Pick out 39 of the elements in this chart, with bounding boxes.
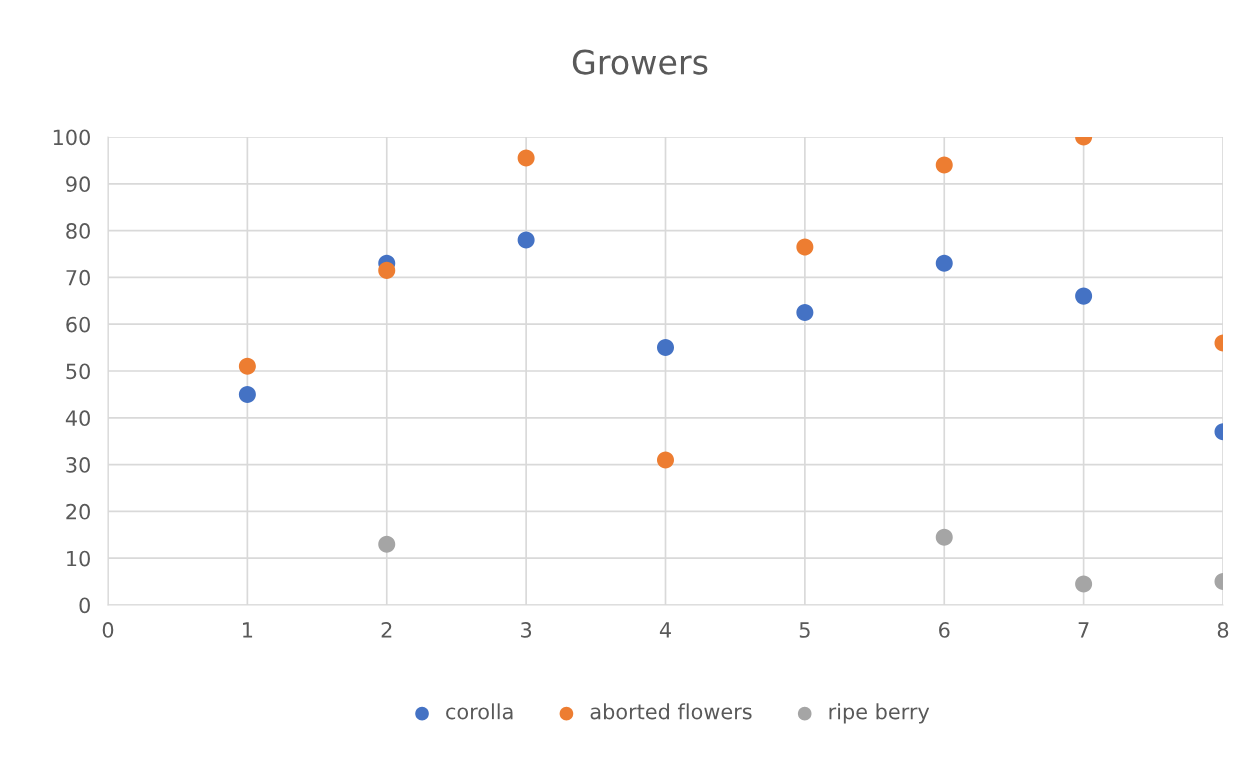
point [517,231,535,249]
legend-label: corolla [446,703,513,720]
x-tick-label: 8 [1217,622,1229,638]
point [378,535,396,553]
legend-label: ripe berry [829,703,930,724]
chart-title: Growers [572,49,708,75]
y-tick-label: 20 [66,503,90,520]
x-tick-label: 1 [243,622,253,638]
point [238,357,256,375]
point [517,149,535,167]
x-tick-label: 5 [799,622,810,638]
x-tick-label: 3 [521,622,532,638]
x-tick-label: 4 [659,622,671,638]
y-tick-label: 30 [66,457,90,473]
point [935,156,953,174]
point [796,303,814,322]
y-tick-label: 50 [66,363,90,380]
point [656,339,675,357]
y-tick-label: 100 [53,129,90,146]
point [1075,575,1093,593]
point [1075,287,1093,305]
legend-label: aborted flowers [590,703,752,720]
y-tick-label: 60 [66,316,90,333]
point [656,451,675,469]
point [378,261,396,279]
point [935,254,953,272]
y-tick-label: 40 [65,410,90,427]
y-tick-label: 80 [66,223,90,239]
point [935,528,953,546]
y-tick-label: 0 [79,597,90,614]
y-tick-label: 90 [66,176,90,193]
point [238,385,256,403]
x-tick-label: 0 [102,622,114,638]
x-tick-label: 2 [381,622,392,638]
y-tick-label: 10 [67,550,90,567]
y-tick-label: 70 [66,269,90,286]
x-tick-label: 7 [1078,622,1089,638]
x-tick-label: 6 [939,622,950,638]
point [796,238,814,256]
